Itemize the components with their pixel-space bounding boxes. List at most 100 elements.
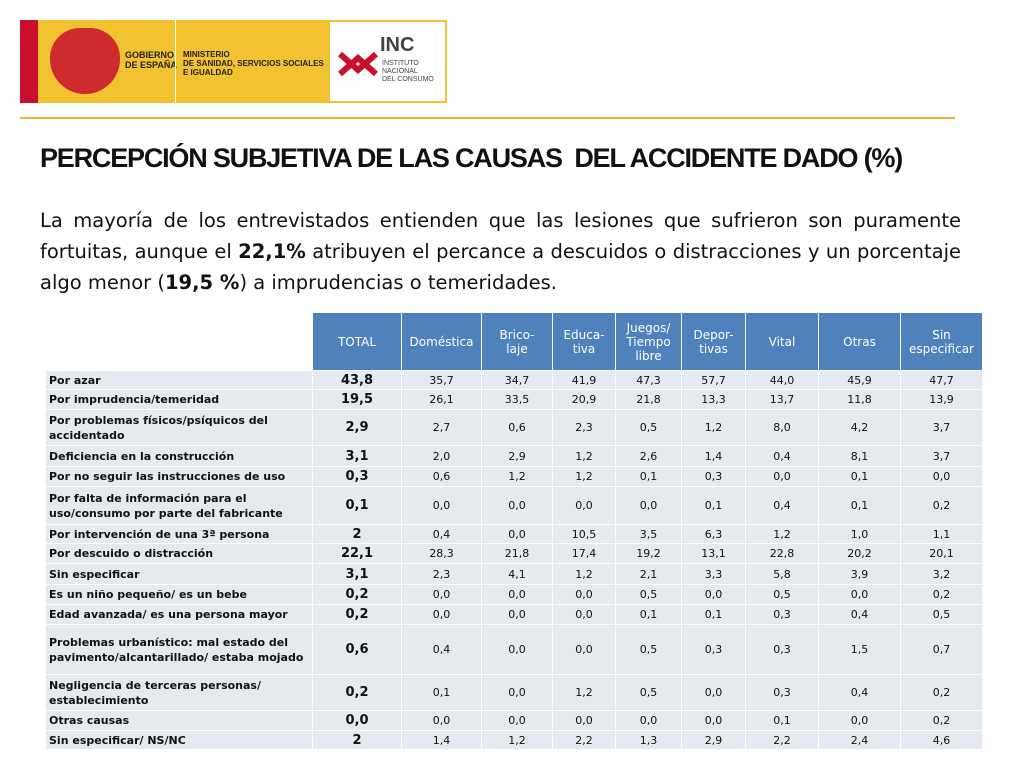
row-label: Por azar	[45, 370, 313, 390]
cell: 3,1	[312, 563, 402, 585]
cell: 0,3	[745, 674, 819, 711]
cell: 2,3	[401, 563, 482, 585]
cell: 0,2	[312, 584, 402, 605]
row-label: Es un niño pequeño/ es un bebe	[45, 584, 313, 605]
cell: 0,2	[900, 710, 983, 731]
cell: 1,4	[401, 730, 482, 750]
cell: 34,7	[481, 370, 553, 390]
cell: 1,3	[615, 730, 682, 750]
cell: 0,0	[552, 486, 616, 525]
cell: 0,5	[615, 674, 682, 711]
table-row: Negligencia de terceras personas/ establ…	[45, 674, 983, 711]
column-header: Vital	[745, 312, 819, 371]
cell: 0,5	[615, 624, 682, 675]
table-row: Por no seguir las instrucciones de uso 0,…	[45, 466, 983, 487]
cell: 0,2	[312, 674, 402, 711]
text-run: ) a imprudencias o temeridades.	[239, 271, 557, 294]
cell: 1,2	[552, 563, 616, 585]
cell: 35,7	[401, 370, 482, 390]
text-run: 19,5 %	[164, 271, 240, 294]
inc-acronym: INC	[380, 34, 415, 56]
cell: 0,0	[481, 486, 553, 525]
cell: 22,1	[312, 543, 402, 564]
column-header: Educa- tiva	[552, 312, 616, 371]
cell: 0,0	[312, 710, 402, 731]
cell: 0,1	[615, 466, 682, 487]
cell: 41,9	[552, 370, 616, 390]
cell: 0,2	[312, 604, 402, 625]
cell: 4,2	[818, 409, 901, 446]
row-label: Por imprudencia/temeridad	[45, 389, 313, 410]
cell: 0,3	[745, 604, 819, 625]
cell: 0,6	[481, 409, 553, 446]
cell: 26,1	[401, 389, 482, 410]
header-row: TOTAL Doméstica Brico- laje Educa- tiva Jueg…	[45, 312, 983, 371]
row-label: Deficiencia en la construcción	[45, 445, 313, 467]
cell: 0,0	[681, 710, 746, 731]
cell: 20,2	[818, 543, 901, 564]
text-run: atribuyen el percance a descuidos o dist…	[40, 240, 961, 294]
text-run: La mayoría de los entrevistados entiende…	[40, 209, 961, 263]
cell: 0,2	[900, 674, 983, 711]
cell: 1,2	[552, 674, 616, 711]
cell: 3,7	[900, 445, 983, 467]
cell: 1,4	[681, 445, 746, 467]
table-row: Por problemas físicos/psíquicos del acci…	[45, 409, 983, 446]
empty-header	[45, 312, 313, 371]
cell: 0,3	[312, 466, 402, 487]
cell: 0,4	[401, 624, 482, 675]
gov-name: GOBIERNO DE ESPAÑA	[125, 50, 177, 70]
cell: 0,0	[401, 584, 482, 605]
cell: 2,3	[552, 409, 616, 446]
cell: 19,2	[615, 543, 682, 564]
cell: 2,2	[745, 730, 819, 750]
cell: 0,4	[745, 445, 819, 467]
column-header: Sin especificar	[900, 312, 983, 371]
column-header: Brico- laje	[481, 312, 553, 371]
table-row: Problemas urbanístico: mal estado del pa…	[45, 624, 983, 675]
cell: 0,3	[681, 624, 746, 675]
cell: 17,4	[552, 543, 616, 564]
cell: 0,0	[401, 710, 482, 731]
row-label: Sin especificar	[45, 563, 313, 585]
cell: 1,2	[681, 409, 746, 446]
cell: 1,0	[818, 524, 901, 544]
cell: 0,4	[745, 486, 819, 525]
row-label: Problemas urbanístico: mal estado del pa…	[45, 624, 313, 675]
cell: 0,6	[312, 624, 402, 675]
cell: 0,2	[900, 584, 983, 605]
cell: 3,1	[312, 445, 402, 467]
cell: 2,4	[818, 730, 901, 750]
cell: 13,9	[900, 389, 983, 410]
cell: 1,2	[552, 466, 616, 487]
cell: 0,1	[401, 674, 482, 711]
cell: 13,7	[745, 389, 819, 410]
cell: 2,1	[615, 563, 682, 585]
cell: 0,5	[900, 604, 983, 625]
cell: 2,9	[312, 409, 402, 446]
row-label: Otras causas	[45, 710, 313, 731]
cell: 19,5	[312, 389, 402, 410]
cell: 0,0	[401, 604, 482, 625]
row-label: Por no seguir las instrucciones de uso	[45, 466, 313, 487]
cell: 3,9	[818, 563, 901, 585]
cell: 1,2	[481, 730, 553, 750]
cell: 22,8	[745, 543, 819, 564]
cell: 0,0	[552, 604, 616, 625]
cell: 0,4	[401, 524, 482, 544]
inc-box: INC INSTITUTO NACIONAL DEL CONSUMO	[330, 22, 445, 101]
cell: 0,2	[900, 486, 983, 525]
cell: 0,0	[615, 710, 682, 731]
inc-icon	[338, 51, 378, 77]
column-header: Depor- tivas	[681, 312, 746, 371]
cell: 0,0	[745, 466, 819, 487]
table-row: Sin especificar/ NS/NC 2 1,4 1,2 2,2 1,3 2,9 2,…	[45, 730, 983, 750]
column-header: Juegos/ Tiempo libre	[615, 312, 682, 371]
cell: 0,1	[312, 486, 402, 525]
cell: 0,7	[900, 624, 983, 675]
cell: 2,9	[481, 445, 553, 467]
cell: 44,0	[745, 370, 819, 390]
text-run: 22,1%	[238, 240, 306, 263]
cell: 0,0	[481, 624, 553, 675]
cell: 1,2	[745, 524, 819, 544]
